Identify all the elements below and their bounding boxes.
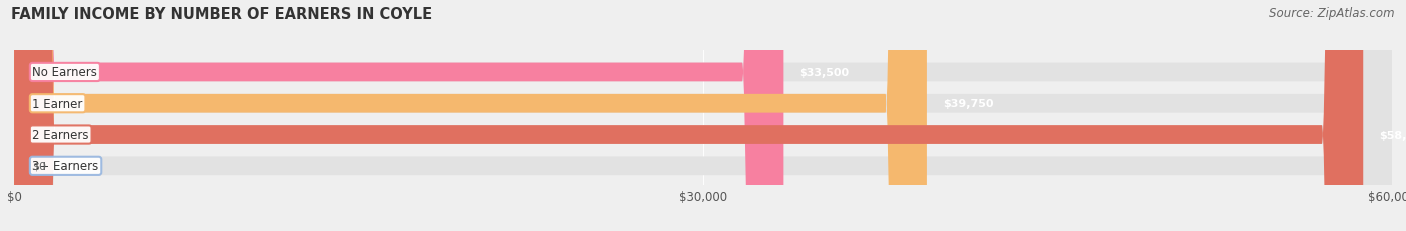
Text: 2 Earners: 2 Earners bbox=[32, 128, 89, 141]
Text: $58,750: $58,750 bbox=[1379, 130, 1406, 140]
FancyBboxPatch shape bbox=[14, 0, 1392, 231]
FancyBboxPatch shape bbox=[14, 0, 927, 231]
Text: $39,750: $39,750 bbox=[943, 99, 994, 109]
Text: 3+ Earners: 3+ Earners bbox=[32, 160, 98, 173]
Text: $0: $0 bbox=[32, 161, 46, 171]
FancyBboxPatch shape bbox=[14, 0, 1392, 231]
FancyBboxPatch shape bbox=[14, 0, 1392, 231]
Text: Source: ZipAtlas.com: Source: ZipAtlas.com bbox=[1270, 7, 1395, 20]
Text: No Earners: No Earners bbox=[32, 66, 97, 79]
FancyBboxPatch shape bbox=[14, 0, 783, 231]
Text: FAMILY INCOME BY NUMBER OF EARNERS IN COYLE: FAMILY INCOME BY NUMBER OF EARNERS IN CO… bbox=[11, 7, 433, 22]
FancyBboxPatch shape bbox=[14, 0, 1392, 231]
Text: $33,500: $33,500 bbox=[800, 68, 849, 78]
FancyBboxPatch shape bbox=[14, 0, 1364, 231]
Text: 1 Earner: 1 Earner bbox=[32, 97, 83, 110]
